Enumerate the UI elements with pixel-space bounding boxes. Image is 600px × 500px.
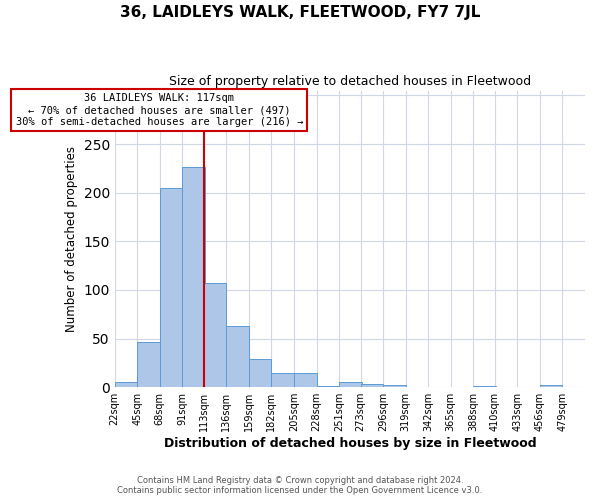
- Bar: [294, 372, 317, 387]
- Bar: [137, 342, 160, 387]
- Bar: [249, 359, 271, 387]
- Bar: [226, 326, 249, 387]
- Bar: [339, 382, 362, 387]
- Title: Size of property relative to detached houses in Fleetwood: Size of property relative to detached ho…: [169, 75, 531, 88]
- Bar: [540, 386, 562, 387]
- Bar: [160, 188, 182, 387]
- Bar: [317, 386, 339, 387]
- Text: 36, LAIDLEYS WALK, FLEETWOOD, FY7 7JL: 36, LAIDLEYS WALK, FLEETWOOD, FY7 7JL: [120, 5, 480, 20]
- Bar: [204, 283, 226, 387]
- Bar: [473, 386, 496, 387]
- Bar: [115, 382, 137, 387]
- Y-axis label: Number of detached properties: Number of detached properties: [65, 146, 78, 332]
- Bar: [383, 386, 406, 387]
- Text: Contains HM Land Registry data © Crown copyright and database right 2024.
Contai: Contains HM Land Registry data © Crown c…: [118, 476, 482, 495]
- Text: 36 LAIDLEYS WALK: 117sqm
← 70% of detached houses are smaller (497)
30% of semi-: 36 LAIDLEYS WALK: 117sqm ← 70% of detach…: [16, 94, 303, 126]
- Bar: [182, 168, 205, 387]
- Bar: [361, 384, 383, 387]
- Bar: [271, 372, 294, 387]
- X-axis label: Distribution of detached houses by size in Fleetwood: Distribution of detached houses by size …: [164, 437, 536, 450]
